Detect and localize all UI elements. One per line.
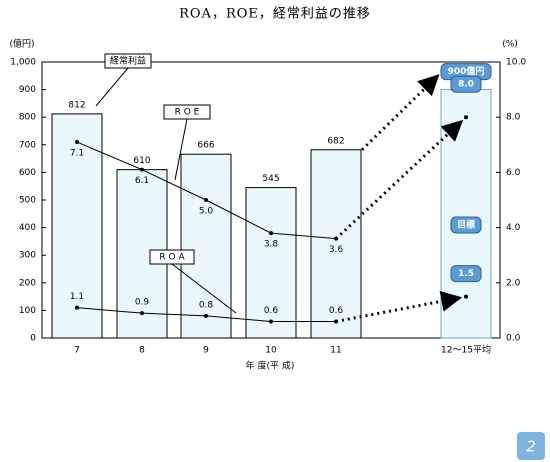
legend-box bbox=[104, 53, 152, 69]
point bbox=[464, 294, 468, 299]
value-label: 682 bbox=[327, 136, 344, 146]
y-axis-label: (億円) bbox=[9, 38, 34, 50]
x-tick-label: 11 bbox=[330, 346, 341, 356]
y2-tick-label: 8.0 bbox=[506, 113, 521, 123]
y2-tick-label: 0.0 bbox=[506, 334, 521, 344]
legend-label: 経常利益 bbox=[110, 55, 146, 67]
legend-label: R O A bbox=[159, 253, 185, 263]
y-tick-label: 800 bbox=[19, 113, 36, 123]
x-tick-label: 7 bbox=[74, 346, 80, 356]
target-label: 1.5 bbox=[458, 269, 474, 279]
y2-tick-label: 10.0 bbox=[506, 58, 526, 68]
line-segment bbox=[270, 232, 337, 240]
y2-axis-label: (%) bbox=[502, 40, 518, 50]
line-segment bbox=[141, 312, 207, 317]
x-axis-label: 年 度(平 成) bbox=[246, 360, 295, 372]
value-label: 0.6 bbox=[329, 306, 344, 316]
y-tick-label: 100 bbox=[19, 306, 36, 316]
line-segment bbox=[205, 315, 272, 322]
chart-title: ROA，ROE，経常利益の推移 bbox=[179, 7, 371, 22]
value-label: 7.1 bbox=[70, 149, 84, 159]
y-tick-label: 600 bbox=[19, 168, 36, 178]
value-label: 610 bbox=[133, 156, 150, 166]
bar bbox=[245, 187, 297, 339]
value-label: 6.1 bbox=[135, 176, 149, 186]
bar bbox=[310, 149, 362, 339]
legend-label: R O E bbox=[175, 108, 200, 118]
value-label: 812 bbox=[68, 100, 85, 110]
value-label: 3.8 bbox=[264, 240, 279, 250]
y2-tick-label: 2.0 bbox=[506, 278, 521, 288]
bar bbox=[180, 153, 232, 339]
y-tick-label: 1,000 bbox=[10, 58, 36, 68]
line-segment bbox=[76, 141, 143, 171]
line-segment bbox=[141, 169, 207, 201]
bar bbox=[51, 113, 103, 339]
page-number: 2 bbox=[526, 438, 536, 456]
y-tick-label: 400 bbox=[19, 223, 36, 233]
line-segment bbox=[76, 307, 143, 314]
target-label: 目標 bbox=[457, 219, 475, 231]
y2-tick-label: 4.0 bbox=[506, 223, 521, 233]
x-tick-label: 10 bbox=[265, 346, 277, 356]
target-arrow bbox=[334, 119, 464, 240]
point bbox=[464, 115, 468, 120]
callout-line bbox=[95, 67, 129, 107]
target-badge bbox=[450, 216, 482, 234]
value-label: 666 bbox=[197, 141, 214, 151]
value-label: 1.1 bbox=[70, 292, 84, 302]
y-tick-label: 200 bbox=[19, 278, 36, 288]
value-label: 0.8 bbox=[199, 300, 214, 310]
value-label: 3.6 bbox=[329, 245, 344, 255]
legend-box bbox=[149, 249, 195, 265]
callout-line bbox=[171, 263, 237, 314]
target-badge bbox=[450, 265, 482, 283]
y-tick-label: 0 bbox=[30, 334, 36, 344]
y-tick-label: 900 bbox=[19, 85, 36, 95]
y-tick-label: 300 bbox=[19, 251, 36, 261]
x-tick-label: 8 bbox=[139, 346, 145, 356]
x-tick-label: 12～15平均 bbox=[441, 344, 491, 356]
value-label: 0.6 bbox=[264, 306, 279, 316]
value-label: 0.9 bbox=[135, 298, 150, 308]
legend-box bbox=[163, 104, 211, 120]
page-badge bbox=[517, 432, 545, 460]
value-label: 545 bbox=[262, 174, 279, 184]
y2-tick-label: 6.0 bbox=[506, 168, 521, 178]
target-arrow bbox=[360, 74, 440, 151]
value-label: 5.0 bbox=[199, 207, 214, 217]
line-segment bbox=[205, 199, 272, 234]
y-tick-label: 500 bbox=[19, 196, 36, 206]
target-label: 900億円 bbox=[448, 65, 485, 77]
callout-line bbox=[174, 118, 188, 181]
target-badge bbox=[450, 75, 482, 93]
target-label: 8.0 bbox=[458, 80, 474, 90]
y-tick-label: 700 bbox=[19, 140, 36, 150]
x-tick-label: 9 bbox=[203, 346, 209, 356]
